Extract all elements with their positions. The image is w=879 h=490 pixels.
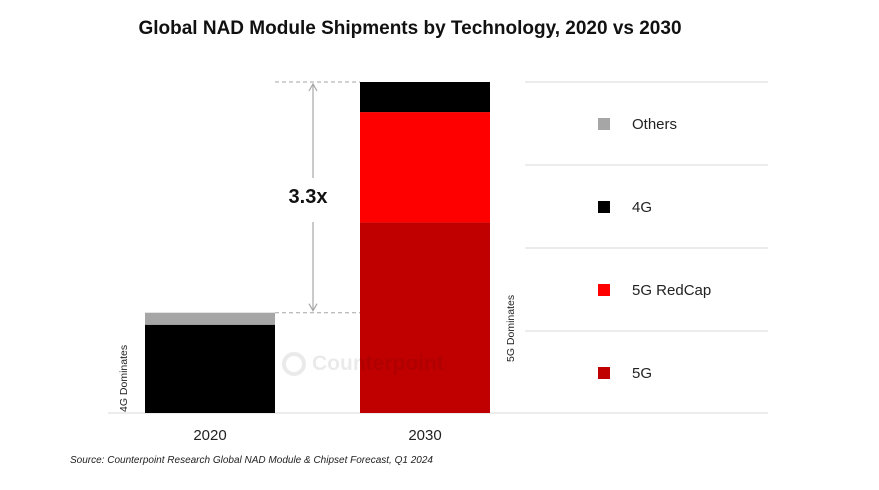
bar-note-2020: 4G Dominates <box>118 344 130 412</box>
legend-item-5g-redcap: 5G RedCap <box>598 280 711 300</box>
source-note: Source: Counterpoint Research Global NAD… <box>70 455 433 466</box>
legend-label-5g-redcap: 5G RedCap <box>632 281 712 299</box>
x-tick-2030: 2030 <box>408 427 442 444</box>
legend-swatch-5g <box>598 367 610 379</box>
x-tick-2020: 2020 <box>193 427 227 444</box>
legend-swatch-4g <box>598 201 610 213</box>
legend-label-4g: 4G <box>632 198 653 216</box>
chart-title: Global NAD Module Shipments by Technolog… <box>138 18 682 39</box>
bar-note-2030: 5G Dominates <box>505 294 517 362</box>
bar-2030-5g <box>360 222 490 413</box>
counterpoint-logo-icon <box>282 352 306 376</box>
growth-arrowhead-up-icon <box>308 82 318 92</box>
legend-label-5g: 5G <box>632 364 653 382</box>
growth-arrowhead-down-icon <box>308 303 318 312</box>
legend-item-4g: 4G <box>598 197 652 217</box>
bar-2020-others <box>145 312 275 325</box>
watermark-text: Counterpoint <box>312 352 444 375</box>
legend-swatch-others <box>598 118 610 130</box>
bar-2030-5g-redcap <box>360 112 490 223</box>
growth-multiplier-label: 3.3x <box>288 186 328 208</box>
watermark: Counterpoint <box>282 352 444 376</box>
bar-2030-4g <box>360 82 490 113</box>
legend-item-others: Others <box>598 114 677 134</box>
bar-2020-4g <box>145 324 275 413</box>
legend-label-others: Others <box>632 115 678 133</box>
legend-swatch-5g-redcap <box>598 284 610 296</box>
legend-item-5g: 5G <box>598 363 652 383</box>
